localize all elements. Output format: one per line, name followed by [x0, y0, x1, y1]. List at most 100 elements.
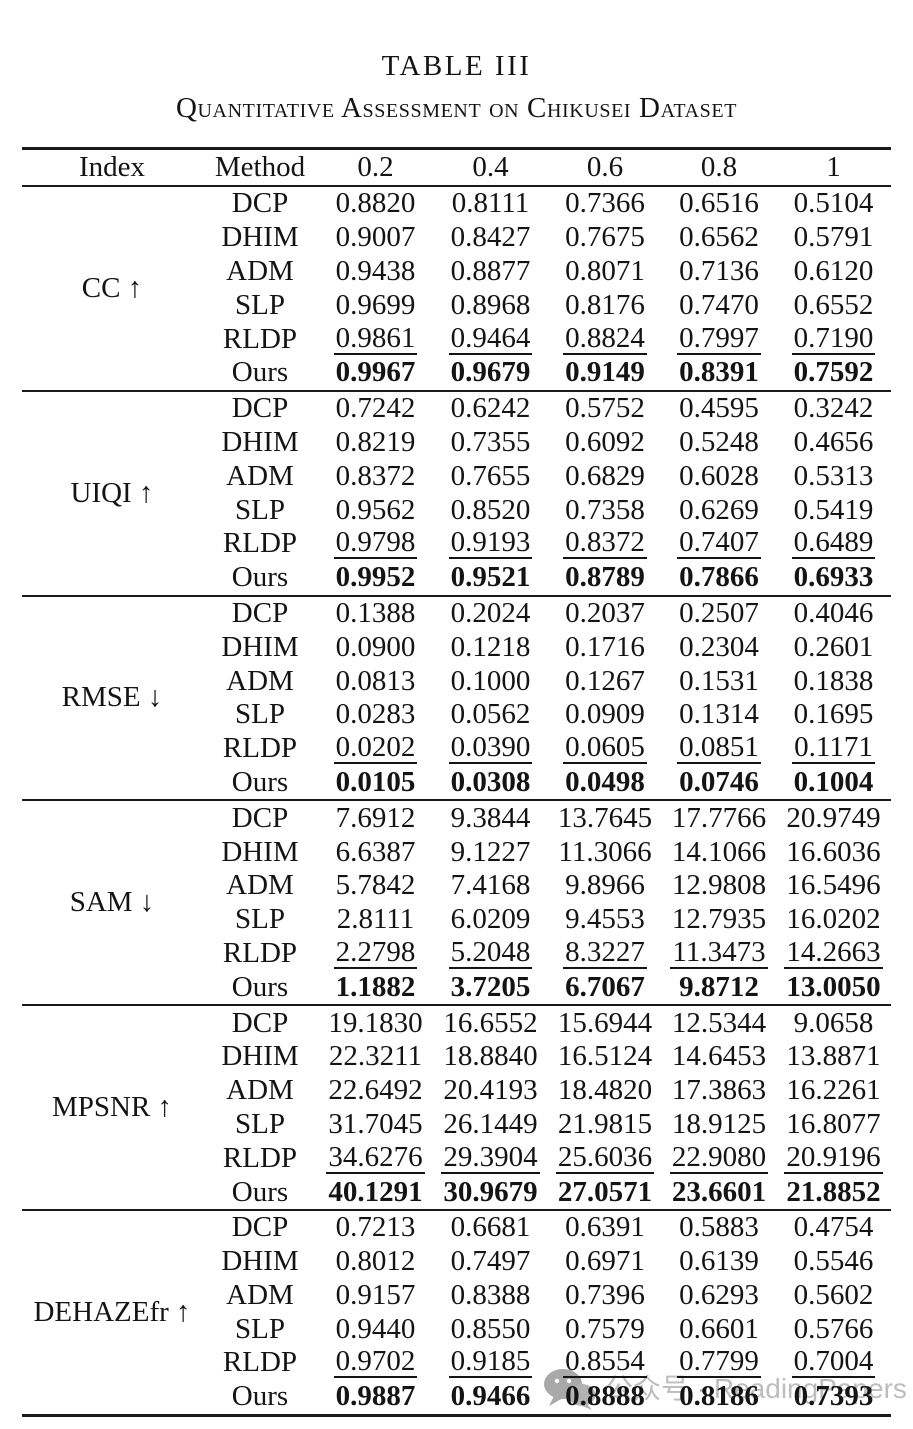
- metric-value: 31.7045: [328, 1107, 423, 1140]
- metric-value: 0.9007: [335, 221, 416, 254]
- metric-value: 7.4168: [450, 869, 531, 902]
- column-header-0-8: 0.8: [700, 151, 738, 183]
- metric-value: 0.7675: [565, 221, 645, 254]
- table-row-dcp: SAM ↓ DCP 7.6912 9.3844 13.7645 17.7766 20.974…: [22, 800, 891, 916]
- metric-value: 0.6242: [450, 392, 531, 425]
- metric-value: 0.1838: [793, 664, 874, 697]
- method-label: SLP: [235, 1312, 285, 1345]
- metric-value: 29.3904: [441, 1140, 540, 1174]
- metric-value: 0.5248: [679, 425, 759, 458]
- method-label: Ours: [231, 765, 289, 798]
- metric-value: 6.7067: [565, 970, 645, 1003]
- method-label: DCP: [231, 187, 289, 220]
- metric-value: 16.0202: [786, 903, 881, 936]
- table-row-adm: ADM 0.0813 0.1000 0.1267 0.1531 0.1838: [22, 664, 891, 698]
- section-dehazefr: DEHAZEfr ↑ DCP 0.7213 0.6681 0.6391 0.5883 0.4…: [22, 1209, 891, 1415]
- metric-value: 0.7358: [565, 493, 645, 526]
- metric-value: 0.9952: [335, 561, 416, 594]
- metric-value: 19.1830: [328, 1006, 423, 1039]
- metric-value: 0.8968: [450, 288, 531, 321]
- metric-value: 0.2024: [450, 596, 531, 629]
- results-table-wrapper: Index Method 0.2 0.4 0.6 0.8 1 CC ↑ DCP 0.8820 0.…: [22, 147, 891, 1417]
- metric-value: 0.8071: [565, 254, 645, 287]
- metric-value: 20.4193: [443, 1074, 538, 1107]
- index-label: DEHAZEfr ↑: [33, 1295, 191, 1328]
- metric-value: 0.9798: [333, 526, 418, 560]
- column-header-0-6: 0.6: [586, 151, 624, 183]
- table-row-rldp: RLDP 34.6276 29.3904 25.6036 22.9080 20.9196: [22, 1141, 891, 1175]
- method-label: DCP: [231, 1006, 289, 1039]
- table-row-ours: Ours 0.9887 0.9466 0.8888 0.8186 0.7393: [22, 1380, 891, 1415]
- metric-value: 0.7213: [335, 1211, 416, 1244]
- metric-value: 0.5104: [793, 187, 874, 220]
- metric-value: 0.1314: [679, 698, 759, 731]
- metric-value: 2.8111: [336, 903, 415, 936]
- metric-value: 13.0050: [786, 970, 881, 1003]
- metric-value: 0.9521: [450, 561, 531, 594]
- table-row-adm: ADM 0.9438 0.8877 0.8071 0.7136 0.6120: [22, 255, 891, 289]
- metric-value: 0.0746: [679, 765, 759, 798]
- table-header: Index Method 0.2 0.4 0.6 0.8 1: [22, 149, 891, 186]
- metric-value: 0.6489: [791, 526, 876, 560]
- metric-value: 0.8176: [565, 288, 645, 321]
- metric-value: 7.6912: [335, 801, 416, 834]
- metric-value: 0.7799: [677, 1345, 761, 1379]
- metric-value: 0.1004: [793, 765, 874, 798]
- metric-value: 16.5124: [557, 1040, 653, 1073]
- method-label: RLDP: [222, 527, 298, 560]
- metric-value: 0.2507: [679, 596, 759, 629]
- table-row-adm: ADM 0.8372 0.7655 0.6829 0.6028 0.5313: [22, 459, 891, 493]
- method-label: ADM: [226, 664, 294, 697]
- method-label: ADM: [226, 459, 294, 492]
- method-label: RLDP: [222, 1141, 298, 1174]
- method-label: Ours: [231, 1380, 289, 1413]
- metric-value: 0.2037: [565, 596, 645, 629]
- table-row-dhim: DHIM 0.9007 0.8427 0.7675 0.6562 0.5791: [22, 221, 891, 255]
- metric-value: 8.3227: [563, 935, 647, 969]
- metric-value: 14.1066: [671, 835, 767, 868]
- metric-value: 0.0813: [335, 664, 416, 697]
- metric-value: 15.6944: [557, 1006, 653, 1039]
- metric-value: 0.0909: [565, 698, 645, 731]
- metric-value: 9.4553: [565, 903, 645, 936]
- metric-value: 0.7407: [677, 526, 761, 560]
- table-row-rldp: RLDP 0.0202 0.0390 0.0605 0.0851 0.1171: [22, 732, 891, 766]
- metric-value: 12.7935: [671, 903, 767, 936]
- metric-value: 17.3863: [671, 1074, 767, 1107]
- metric-value: 1.1882: [335, 970, 416, 1003]
- method-label: SLP: [235, 288, 285, 321]
- metric-value: 13.8871: [786, 1040, 881, 1073]
- method-label: DCP: [231, 392, 289, 425]
- metric-value: 22.6492: [328, 1074, 423, 1107]
- metric-value: 0.4754: [793, 1211, 874, 1244]
- metric-value: 0.1531: [679, 664, 759, 697]
- metric-value: 0.6552: [793, 288, 874, 321]
- method-label: DHIM: [221, 1040, 299, 1073]
- metric-value: 0.7366: [565, 187, 645, 220]
- metric-value: 0.9562: [335, 493, 416, 526]
- metric-value: 14.2663: [784, 935, 883, 969]
- method-label: SLP: [235, 698, 285, 731]
- metric-value: 9.8966: [565, 869, 645, 902]
- metric-value: 0.8789: [565, 561, 645, 594]
- metric-value: 0.9185: [448, 1345, 533, 1379]
- metric-value: 0.0562: [450, 698, 531, 731]
- metric-value: 0.7579: [565, 1312, 645, 1345]
- method-label: DHIM: [221, 835, 299, 868]
- metric-value: 0.5602: [793, 1278, 874, 1311]
- metric-value: 0.0851: [677, 731, 761, 765]
- metric-value: 21.9815: [557, 1107, 653, 1140]
- table-row-rldp: RLDP 0.9702 0.9185 0.8554 0.7799 0.7004: [22, 1346, 891, 1380]
- table-row-dcp: RMSE ↓ DCP 0.1388 0.2024 0.2037 0.2507 0.4046: [22, 596, 891, 711]
- column-header-method: Method: [214, 151, 306, 183]
- metric-value: 0.7393: [793, 1380, 874, 1413]
- method-label: Ours: [231, 561, 289, 594]
- metric-value: 0.8888: [565, 1380, 645, 1413]
- metric-value: 6.0209: [450, 903, 531, 936]
- table-row-dcp: DEHAZEfr ↑ DCP 0.7213 0.6681 0.6391 0.5883 0.4…: [22, 1210, 891, 1327]
- table-row-dhim: DHIM 0.8219 0.7355 0.6092 0.5248 0.4656: [22, 426, 891, 460]
- metric-value: 0.9861: [333, 321, 418, 355]
- metric-value: 17.7766: [671, 801, 767, 834]
- metric-value: 22.9080: [669, 1140, 769, 1174]
- method-label: DHIM: [221, 630, 299, 663]
